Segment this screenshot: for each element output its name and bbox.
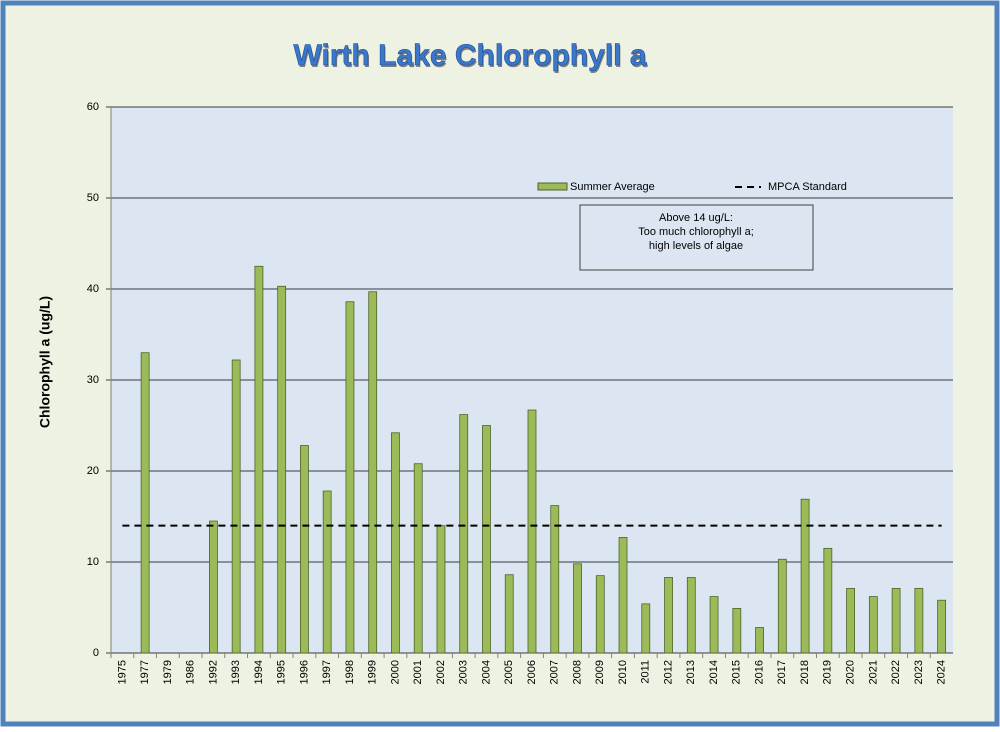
bar xyxy=(140,352,150,654)
x-tick-label: 2012 xyxy=(662,660,674,684)
x-tick-label: 1975 xyxy=(116,660,128,684)
bar xyxy=(686,577,696,654)
x-tick-label: 1977 xyxy=(139,660,151,684)
x-tick-label: 2003 xyxy=(458,660,470,684)
y-tick-label: 50 xyxy=(87,192,99,204)
legend-label: MPCA Standard xyxy=(768,181,847,193)
x-tick-label: 2015 xyxy=(731,660,743,684)
bar xyxy=(459,414,469,654)
x-tick-label: 2011 xyxy=(640,660,652,684)
bar xyxy=(209,520,218,654)
bar xyxy=(800,498,810,654)
bar xyxy=(823,547,833,654)
bar xyxy=(732,608,742,654)
legend-swatch xyxy=(537,182,568,191)
bar xyxy=(618,537,628,654)
x-tick-label: 2017 xyxy=(776,660,788,684)
bar xyxy=(664,577,673,654)
bar xyxy=(755,627,764,654)
bar xyxy=(254,265,264,654)
chart-title: Wirth Lake Chlorophyll a xyxy=(293,39,646,72)
x-tick-label: 2022 xyxy=(890,660,902,684)
x-tick-label: 2001 xyxy=(412,660,424,684)
x-tick-label: 2006 xyxy=(526,660,538,684)
x-tick-label: 2013 xyxy=(685,660,697,684)
x-tick-label: 1999 xyxy=(367,660,379,684)
x-tick-label: 2002 xyxy=(435,660,447,684)
y-axis-label: Chlorophyll a (ug/L) xyxy=(37,296,53,428)
x-tick-label: 1997 xyxy=(321,660,333,684)
x-tick-label: 1986 xyxy=(185,660,197,684)
x-tick-label: 2016 xyxy=(753,660,765,684)
title-shadow: Wirth Lake Chlorophyll a xyxy=(294,41,647,74)
bar xyxy=(891,587,901,654)
y-tick-label: 40 xyxy=(87,283,99,295)
x-tick-label: 2000 xyxy=(389,660,401,684)
bar xyxy=(300,445,309,654)
annotation-box xyxy=(579,204,814,271)
x-tick-label: 2024 xyxy=(936,660,948,684)
x-tick-label: 2021 xyxy=(867,660,879,684)
bar xyxy=(391,432,400,654)
bar xyxy=(231,359,241,654)
x-tick-label: 2020 xyxy=(845,660,857,684)
bar xyxy=(709,596,719,654)
x-tick-label: 2008 xyxy=(571,660,583,684)
bar xyxy=(595,575,605,654)
x-tick-label: 1996 xyxy=(298,660,310,684)
x-tick-label: 1979 xyxy=(162,660,174,684)
y-tick-label: 0 xyxy=(93,647,99,659)
x-tick-label: 2014 xyxy=(708,660,720,684)
bar xyxy=(550,505,560,654)
bar xyxy=(504,574,514,654)
x-tick-label: 1994 xyxy=(253,660,265,684)
x-tick-label: 2009 xyxy=(594,660,606,684)
y-tick-label: 60 xyxy=(87,101,99,113)
bar xyxy=(482,425,491,654)
bar xyxy=(937,599,947,654)
x-tick-label: 1995 xyxy=(276,660,288,684)
x-tick-label: 2005 xyxy=(503,660,515,684)
x-tick-label: 2010 xyxy=(617,660,629,684)
y-tick-label: 10 xyxy=(87,556,99,568)
bar xyxy=(322,490,332,654)
x-tick-label: 2004 xyxy=(480,660,492,684)
bar xyxy=(277,285,287,654)
bar xyxy=(436,525,446,654)
bar xyxy=(368,291,378,654)
x-tick-label: 2007 xyxy=(549,660,561,684)
legend-label: Summer Average xyxy=(570,181,655,193)
bar xyxy=(345,301,355,654)
bar xyxy=(914,587,924,654)
annotation: high levels of algae xyxy=(649,240,743,252)
bar xyxy=(641,603,651,654)
y-tick-label: 20 xyxy=(87,465,99,477)
y-tick-label: 30 xyxy=(87,374,99,386)
bar xyxy=(846,587,855,654)
bar xyxy=(527,409,537,654)
x-tick-label: 2023 xyxy=(913,660,925,684)
x-tick-label: 2019 xyxy=(822,660,834,684)
bar xyxy=(413,463,423,654)
bar xyxy=(777,558,787,654)
x-tick-label: 1992 xyxy=(207,660,219,684)
bar xyxy=(573,563,582,654)
bar xyxy=(868,596,878,654)
x-tick-label: 1998 xyxy=(344,660,356,684)
x-tick-label: 2018 xyxy=(799,660,811,684)
annotation: Above 14 ug/L: xyxy=(659,212,733,224)
annotation: Too much chlorophyll a; xyxy=(638,226,754,238)
x-tick-label: 1993 xyxy=(230,660,242,684)
